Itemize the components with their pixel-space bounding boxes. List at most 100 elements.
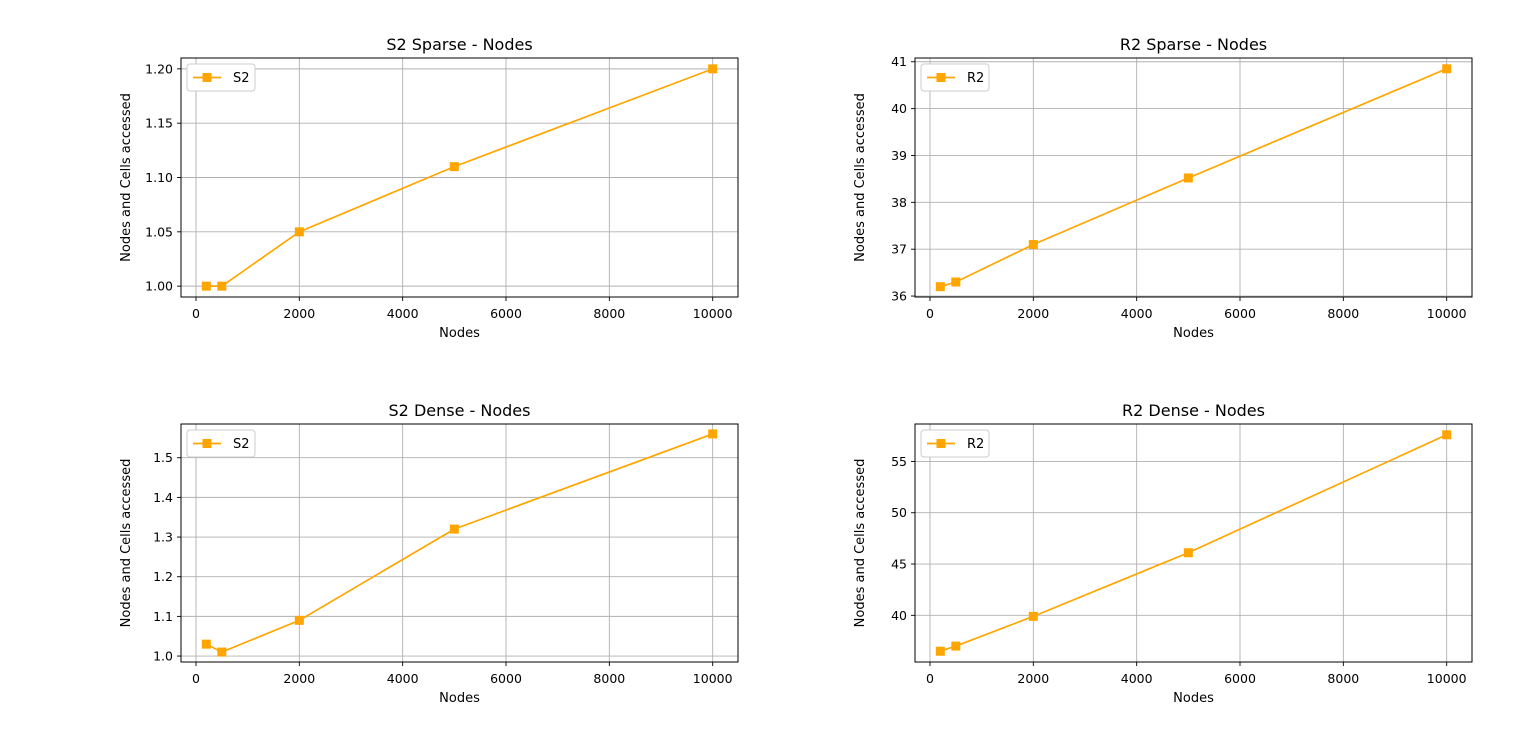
legend: R2 — [920, 63, 990, 92]
data-point — [951, 641, 961, 651]
legend-label: S2 — [233, 71, 250, 86]
plot-title: S2 Dense - Nodes — [389, 401, 531, 420]
y-tick-label: 38 — [891, 195, 907, 210]
data-point — [1028, 611, 1038, 621]
data-point — [217, 647, 227, 657]
y-tick-label: 40 — [891, 608, 907, 623]
subplot-r2-dense: R2 Dense - Nodes Nodes Nodes and Cells a… — [853, 401, 1473, 706]
legend-marker — [202, 439, 212, 448]
x-axis-label: Nodes — [1173, 326, 1214, 341]
legend-label: R2 — [967, 71, 984, 86]
y-tick-label: 1.10 — [145, 170, 173, 185]
y-tick-label: 1.20 — [145, 61, 173, 76]
x-axis-label: Nodes — [1173, 691, 1214, 706]
x-tick-label: 10000 — [693, 671, 733, 686]
x-tick-label: 4000 — [387, 671, 419, 686]
legend: R2 — [920, 429, 990, 458]
data-point — [449, 524, 459, 534]
y-tick-label: 1.3 — [153, 530, 173, 545]
x-tick-label: 10000 — [693, 306, 733, 321]
data-point — [951, 277, 961, 287]
y-tick-label: 1.5 — [153, 450, 173, 465]
data-point — [708, 429, 718, 439]
data-point — [1442, 430, 1452, 440]
y-tick-label: 1.00 — [145, 279, 173, 294]
y-tick-label: 39 — [891, 148, 907, 163]
data-point — [201, 639, 211, 649]
y-tick-label: 1.0 — [153, 649, 173, 664]
data-point — [217, 281, 227, 291]
grid-lines — [915, 424, 1472, 662]
x-tick-label: 8000 — [593, 306, 625, 321]
x-axis-label: Nodes — [439, 326, 480, 341]
y-tick-label: 1.15 — [145, 116, 173, 131]
x-tick-label: 0 — [926, 671, 934, 686]
plot-title: R2 Dense - Nodes — [1122, 401, 1265, 420]
series-line — [205, 433, 713, 654]
y-tick-label: 40 — [891, 101, 907, 116]
grid-lines — [915, 58, 1472, 297]
x-tick-label: 8000 — [1327, 306, 1359, 321]
x-tick-label: 0 — [192, 671, 200, 686]
x-tick-label: 0 — [926, 306, 934, 321]
x-tick-label: 2000 — [1017, 306, 1049, 321]
series-line — [940, 67, 1448, 288]
plot-title: R2 Sparse - Nodes — [1120, 35, 1267, 54]
subplot-r2-sparse: R2 Sparse - Nodes Nodes Nodes and Cells … — [853, 35, 1473, 341]
y-tick-label: 1.2 — [153, 569, 173, 584]
data-point — [294, 227, 304, 237]
plot-title: S2 Sparse - Nodes — [386, 35, 532, 54]
subplot-s2-sparse: S2 Sparse - Nodes Nodes Nodes and Cells … — [119, 35, 739, 341]
x-tick-label: 8000 — [1327, 671, 1359, 686]
data-point — [1183, 173, 1193, 183]
axes-frame — [914, 57, 1473, 298]
y-tick-label: 41 — [891, 54, 907, 69]
x-tick-label: 6000 — [490, 671, 522, 686]
data-point — [1028, 240, 1038, 250]
x-tick-label: 0 — [192, 306, 200, 321]
legend: S2 — [186, 63, 256, 92]
y-axis-label: Nodes and Cells accessed — [119, 93, 134, 262]
axes-frame — [180, 423, 739, 663]
x-tick-label: 2000 — [283, 671, 315, 686]
x-tick-label: 4000 — [1121, 306, 1153, 321]
x-tick-label: 2000 — [1017, 671, 1049, 686]
data-point — [1183, 548, 1193, 558]
legend-label: R2 — [967, 437, 984, 452]
y-tick-label: 37 — [891, 242, 907, 257]
data-point — [294, 615, 304, 625]
data-point — [201, 281, 211, 291]
data-point — [449, 162, 459, 172]
subplot-s2-dense: S2 Dense - Nodes Nodes Nodes and Cells a… — [119, 401, 739, 706]
y-axis-label: Nodes and Cells accessed — [853, 93, 868, 262]
y-tick-label: 36 — [891, 289, 907, 304]
x-tick-label: 4000 — [387, 306, 419, 321]
y-tick-label: 45 — [891, 557, 907, 572]
x-tick-label: 6000 — [490, 306, 522, 321]
grid-lines — [181, 58, 738, 297]
legend-marker — [202, 73, 212, 82]
data-point — [1442, 64, 1452, 74]
axes-frame — [914, 423, 1473, 663]
x-tick-label: 10000 — [1427, 306, 1467, 321]
series-line — [940, 433, 1448, 653]
legend-label: S2 — [233, 437, 250, 452]
x-tick-label: 6000 — [1224, 671, 1256, 686]
axes-frame — [180, 57, 739, 298]
y-tick-label: 50 — [891, 505, 907, 520]
legend-marker — [936, 439, 946, 448]
y-tick-label: 1.4 — [153, 490, 173, 505]
grid-lines — [181, 424, 738, 662]
data-point — [935, 282, 945, 292]
y-tick-label: 1.05 — [145, 224, 173, 239]
legend-marker — [936, 73, 946, 82]
data-point — [935, 646, 945, 656]
x-tick-label: 4000 — [1121, 671, 1153, 686]
y-axis-label: Nodes and Cells accessed — [853, 459, 868, 628]
x-tick-label: 2000 — [283, 306, 315, 321]
y-tick-label: 1.1 — [153, 609, 173, 624]
x-tick-label: 6000 — [1224, 306, 1256, 321]
y-tick-label: 55 — [891, 454, 907, 469]
data-point — [708, 64, 718, 74]
